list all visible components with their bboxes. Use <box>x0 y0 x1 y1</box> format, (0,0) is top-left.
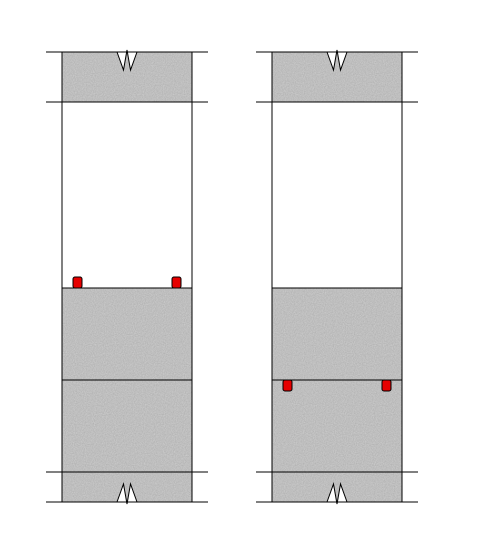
right-connector-2 <box>382 380 391 391</box>
left-mid-band-2 <box>62 380 192 472</box>
left-bottom-band <box>62 472 192 502</box>
right-mid-band-2 <box>272 380 402 472</box>
left-top-band <box>62 52 192 102</box>
right-connector-1 <box>283 380 292 391</box>
left-mid-band-1 <box>62 288 192 380</box>
left-connector-2 <box>172 277 181 288</box>
beam-diagram <box>0 0 500 549</box>
right-mid-band-1 <box>272 288 402 380</box>
right-bottom-band <box>272 472 402 502</box>
left-connector-1 <box>73 277 82 288</box>
right-top-band <box>272 52 402 102</box>
